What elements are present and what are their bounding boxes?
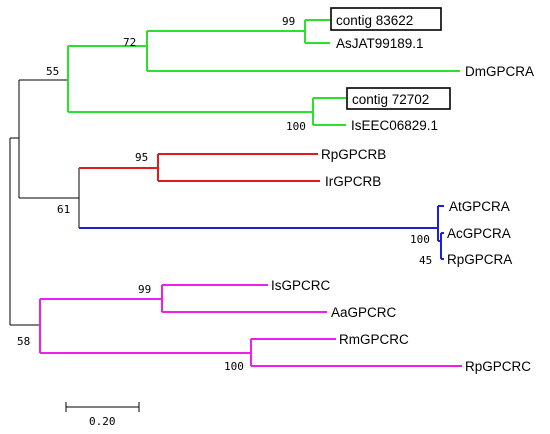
leaf-contig72702: contig 72702 xyxy=(352,92,429,107)
support-45: 45 xyxy=(419,254,432,267)
leaf-irgpcrb: IrGPCRB xyxy=(325,174,381,189)
pink-clade xyxy=(39,284,462,367)
support-100-acgpcra: 100 xyxy=(410,233,430,246)
blue-clade xyxy=(79,205,444,260)
scale-bar-label: 0.20 xyxy=(89,415,116,428)
leaf-rpgpcra: RpGPCRA xyxy=(447,252,512,267)
leaf-contig83622: contig 83622 xyxy=(336,13,413,28)
leaf-rmgpcrc: RmGPCRC xyxy=(339,332,409,347)
red-clade xyxy=(79,153,320,182)
support-99-contig83622: 99 xyxy=(282,15,295,28)
leaf-rpgpcrc: RpGPCRC xyxy=(465,359,531,374)
support-61: 61 xyxy=(57,203,70,216)
leaf-acgpcra: AcGPCRA xyxy=(447,226,511,241)
support-58: 58 xyxy=(17,335,30,348)
support-95: 95 xyxy=(135,151,148,164)
contig72702-box xyxy=(346,87,451,110)
leaf-isgpcrc: IsGPCRC xyxy=(271,278,331,293)
scale-bar xyxy=(65,402,140,412)
contig83622-box xyxy=(330,7,442,31)
support-99-isgpcrc: 99 xyxy=(138,283,151,296)
leaf-rpgpcrb: RpGPCRB xyxy=(321,147,386,162)
leaf-iseec06829: IsEEC06829.1 xyxy=(351,118,438,133)
support-100-iseec: 100 xyxy=(286,120,306,133)
leaf-asjat99189: AsJAT99189.1 xyxy=(336,36,424,51)
leaf-atgpcra: AtGPCRA xyxy=(449,199,510,214)
leaf-dmgpcra: DmGPCRA xyxy=(465,64,534,79)
green-clade xyxy=(67,19,460,126)
support-100-rpgpcrc: 100 xyxy=(224,360,244,373)
root-branches xyxy=(9,79,80,326)
support-55: 55 xyxy=(46,65,59,78)
support-72: 72 xyxy=(123,36,136,49)
leaf-aagpcrc: AaGPCRC xyxy=(331,305,397,320)
